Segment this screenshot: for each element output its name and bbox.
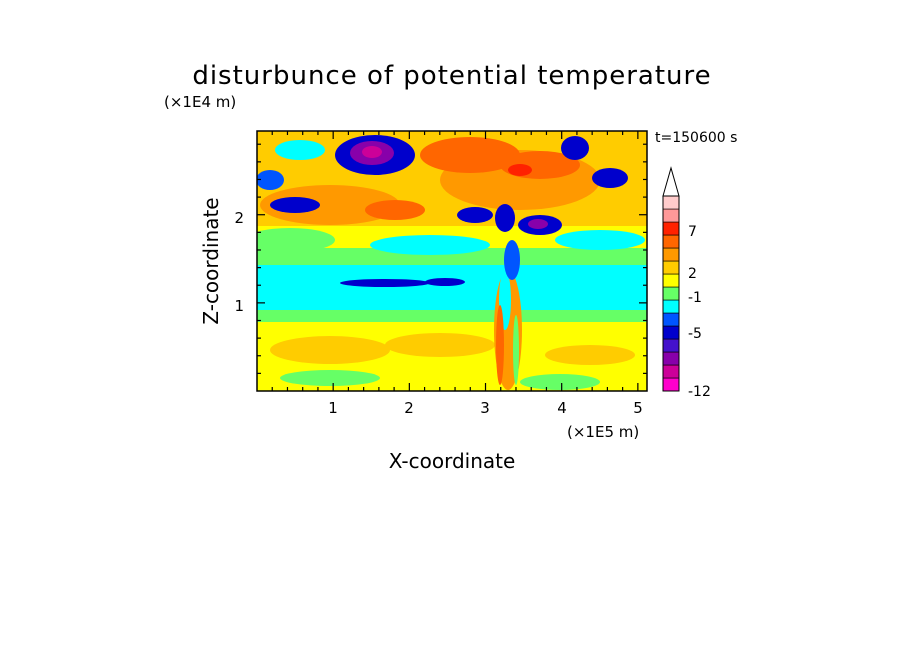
colorbar-swatch [662,312,680,327]
axis-ticks [257,131,647,391]
colorbar-label: -12 [688,384,711,400]
x-axis-unit: (×1E5 m) [567,423,639,441]
colorbar-swatch [662,364,680,379]
colorbar-label: 7 [688,224,697,240]
colorbar-swatch [662,299,680,314]
x-tick-label: 3 [480,399,490,417]
colorbar-frame [662,195,680,392]
y-axis-label: Z-coordinate [199,197,223,324]
colorbar-extend-arrow [662,166,680,197]
colorbar-swatch [662,221,680,236]
colorbar-swatch [662,195,680,210]
colorbar-swatch [662,286,680,301]
time-label: t=150600 s [655,130,737,146]
chart-title: disturbunce of potential temperature [192,61,711,91]
x-tick-label: 1 [328,399,338,417]
y-tick-label: 2 [234,209,244,227]
colorbar-swatch [662,377,680,392]
colorbar-label: -5 [688,326,702,342]
colorbar-label: 2 [688,266,697,282]
heatmap-field [257,131,647,391]
colorbar-swatch [662,234,680,249]
x-axis-label: X-coordinate [389,449,516,473]
colorbar-swatch [662,247,680,262]
colorbar-swatch [662,273,680,288]
colorbar-swatch [662,325,680,340]
y-axis-unit: (×1E4 m) [164,93,236,111]
colorbar-swatch [662,260,680,275]
colorbar [662,166,680,392]
colorbar-swatch [662,351,680,366]
x-tick-label: 2 [404,399,414,417]
y-tick-label: 1 [234,297,244,315]
colorbar-swatch [662,338,680,353]
colorbar-label: -1 [688,290,702,306]
x-tick-label: 4 [557,399,567,417]
x-tick-label: 5 [633,399,643,417]
plot-frame [256,130,648,392]
colorbar-swatch [662,208,680,223]
